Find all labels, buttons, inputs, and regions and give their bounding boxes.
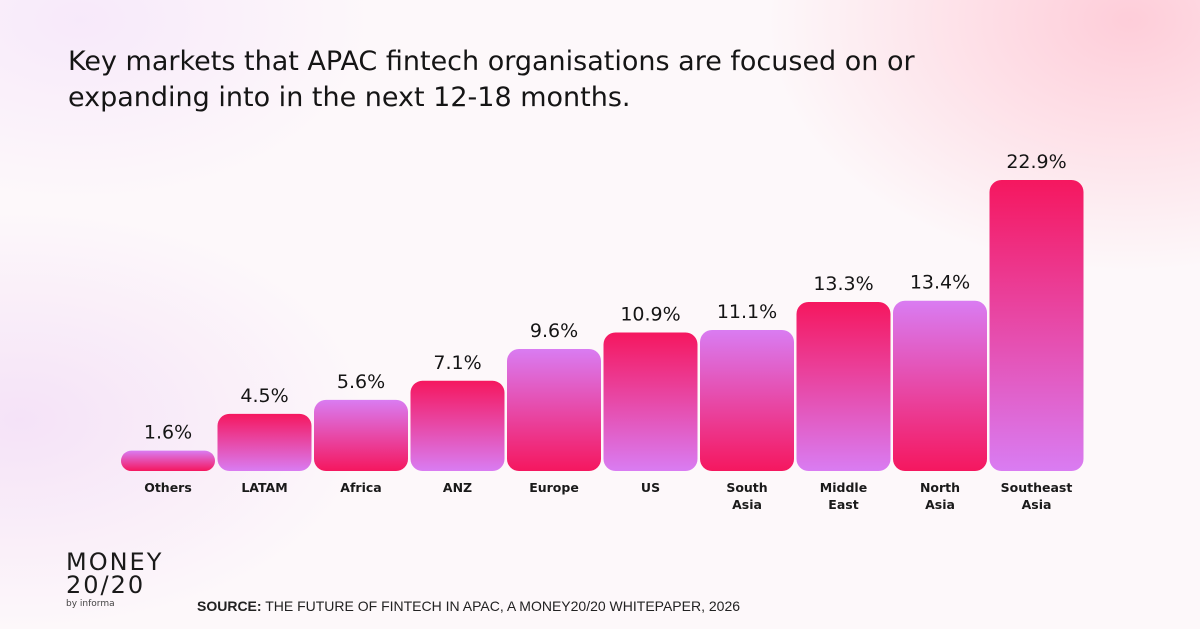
logo-line1: MONEY xyxy=(66,548,164,576)
source-text: THE FUTURE OF FINTECH IN APAC, A MONEY20… xyxy=(261,598,741,614)
category-label: Europe xyxy=(529,480,579,495)
data-label: 11.1% xyxy=(717,301,777,323)
data-label: 9.6% xyxy=(530,320,578,342)
logo-line3: by informa xyxy=(66,599,115,609)
category-label: Others xyxy=(144,480,192,495)
bar-southeast-asia xyxy=(989,180,1084,471)
source-note: SOURCE: THE FUTURE OF FINTECH IN APAC, A… xyxy=(197,598,740,614)
data-label: 13.3% xyxy=(813,273,873,295)
data-label: 13.4% xyxy=(910,272,970,294)
bar-europe xyxy=(507,349,601,471)
data-label: 7.1% xyxy=(433,352,481,374)
bar-south-asia xyxy=(700,329,794,471)
category-label: ANZ xyxy=(443,480,472,495)
data-label: 10.9% xyxy=(620,303,680,325)
logo-line2: 20/20 xyxy=(66,571,146,599)
category-label: US xyxy=(641,480,660,495)
data-label: 1.6% xyxy=(144,422,192,444)
bar-africa xyxy=(314,399,408,471)
category-label: Africa xyxy=(340,480,381,495)
bar-middle-east xyxy=(796,301,891,471)
chart-title: Key markets that APAC fintech organisati… xyxy=(68,46,915,113)
source-label: SOURCE: xyxy=(197,598,262,614)
category-label: Middle East xyxy=(820,480,867,512)
bar-north-asia xyxy=(893,300,987,471)
category-label: North Asia xyxy=(920,480,960,512)
data-label: 4.5% xyxy=(240,385,288,407)
bar-us xyxy=(603,332,698,471)
category-label: LATAM xyxy=(241,480,287,495)
category-label: Southeast Asia xyxy=(1001,480,1073,512)
category-label: South Asia xyxy=(726,480,767,512)
bar-anz xyxy=(410,380,505,471)
bar-others xyxy=(121,450,215,471)
data-label: 22.9% xyxy=(1006,151,1066,173)
money2020-logo: MONEY 20/20 by informa xyxy=(66,548,164,609)
data-label: 5.6% xyxy=(337,371,385,393)
bar-latam xyxy=(217,413,312,471)
